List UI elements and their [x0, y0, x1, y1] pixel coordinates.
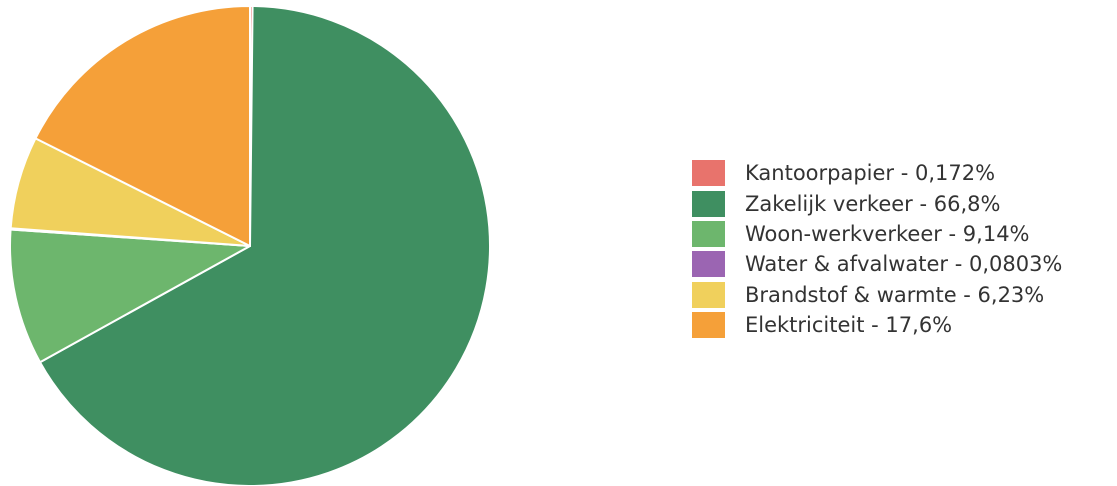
legend-swatch: [692, 220, 725, 247]
legend: Kantoorpapier - 0,172% Zakelijk verkeer …: [692, 158, 1062, 340]
legend-swatch: [692, 160, 725, 187]
legend-label: Kantoorpapier - 0,172%: [745, 161, 996, 186]
pie-slice-elektriciteit[interactable]: [34, 5, 251, 247]
legend-item-elektriciteit[interactable]: Elektriciteit - 17,6%: [692, 310, 1062, 340]
legend-label: Zakelijk verkeer - 66,8%: [745, 191, 1001, 216]
legend-label: Water & afvalwater - 0,0803%: [745, 252, 1063, 277]
legend-item-kantoorpapier[interactable]: Kantoorpapier - 0,172%: [692, 158, 1062, 188]
legend-item-water-afvalwater[interactable]: Water & afvalwater - 0,0803%: [692, 249, 1062, 279]
legend-swatch: [692, 281, 725, 308]
legend-item-woon-werkverkeer[interactable]: Woon-werkverkeer - 9,14%: [692, 219, 1062, 249]
pie-slice-zakelijk-verkeer[interactable]: [38, 5, 491, 486]
legend-swatch: [692, 190, 725, 217]
legend-label: Brandstof & warmte - 6,23%: [745, 282, 1045, 307]
pie-slice-woon-werkverkeer[interactable]: [9, 228, 251, 364]
legend-label: Woon-werkverkeer - 9,14%: [745, 221, 1030, 246]
legend-label: Elektriciteit - 17,6%: [745, 313, 953, 338]
legend-item-brandstof-warmte[interactable]: Brandstof & warmte - 6,23%: [692, 280, 1062, 310]
legend-item-zakelijk-verkeer[interactable]: Zakelijk verkeer - 66,8%: [692, 188, 1062, 218]
legend-swatch: [692, 251, 725, 278]
pie-chart: [9, 5, 491, 486]
legend-swatch: [692, 312, 725, 339]
